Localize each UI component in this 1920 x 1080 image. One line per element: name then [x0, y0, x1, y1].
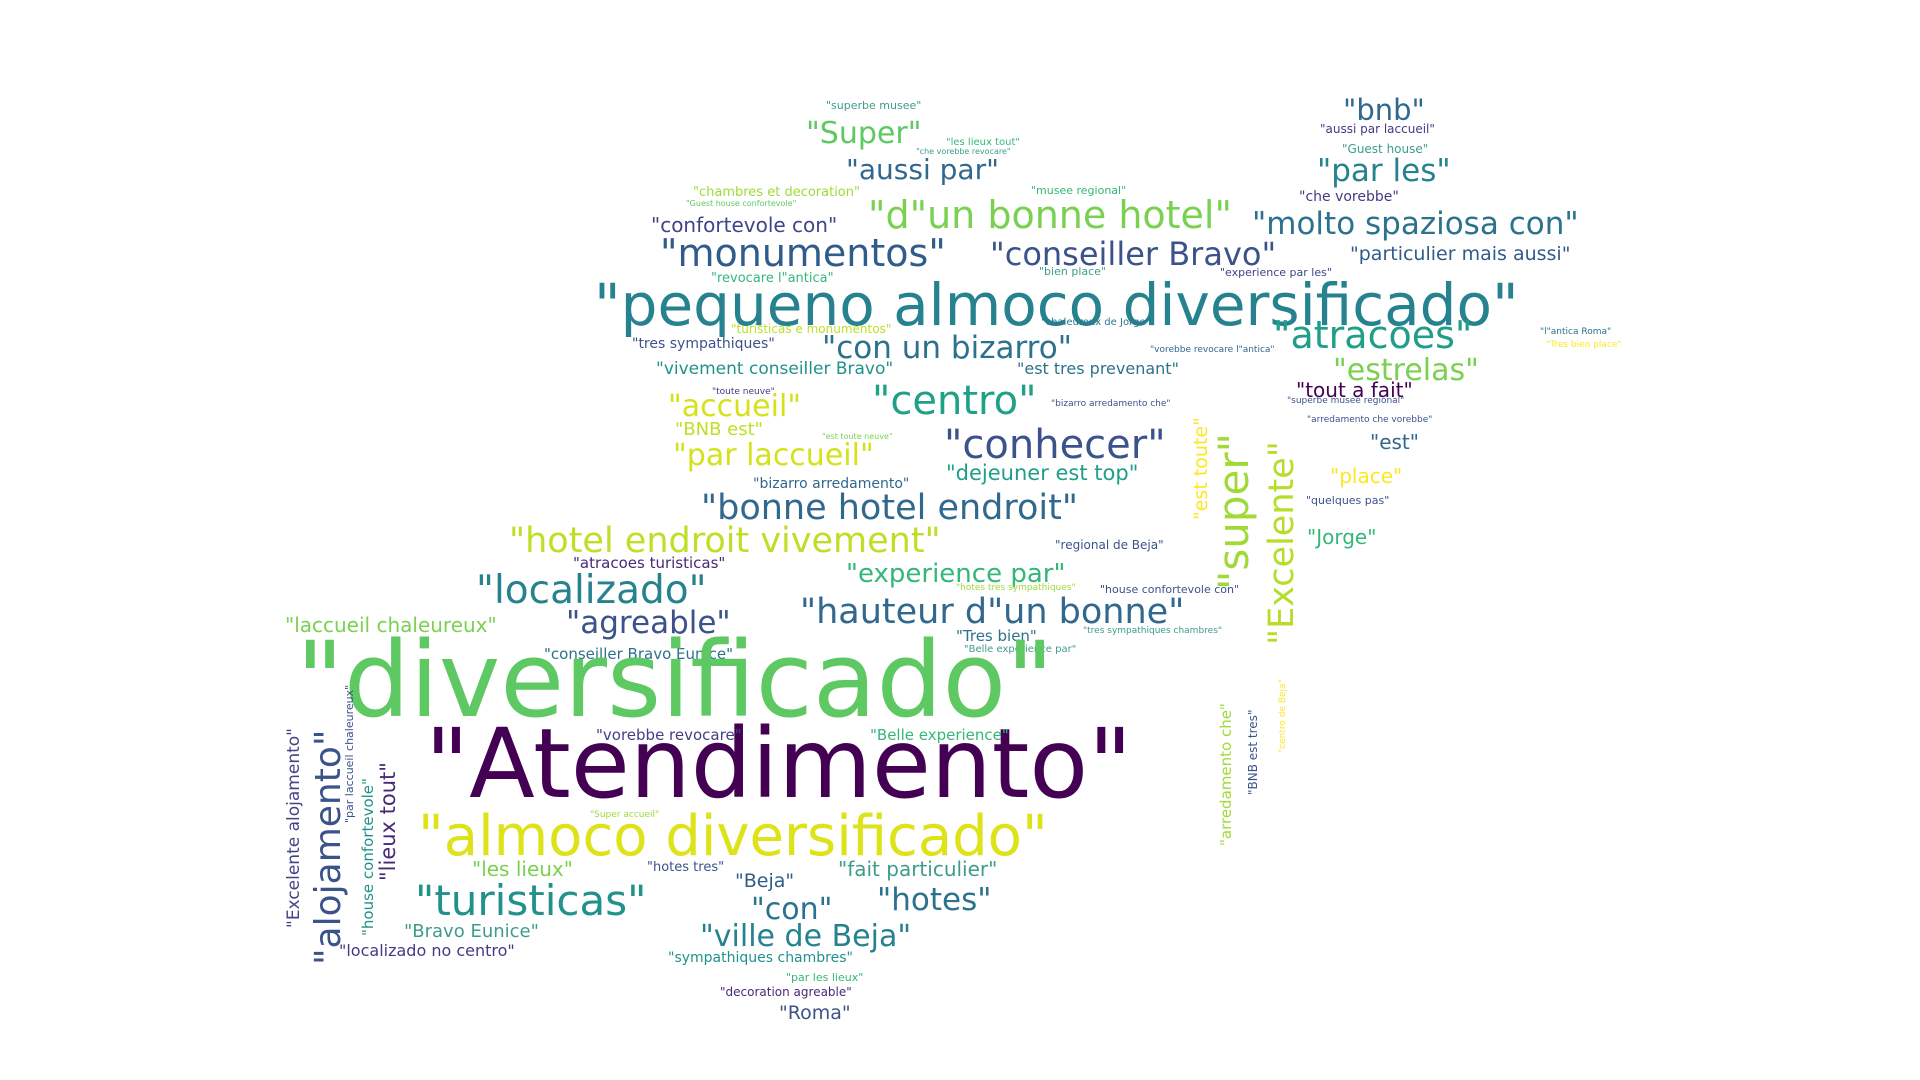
- word: "agreable": [566, 605, 731, 641]
- word: "sympathiques chambres": [668, 950, 853, 966]
- word: "tres sympathiques": [632, 336, 775, 352]
- word: "les lieux tout": [946, 137, 1020, 148]
- word: "atracoes turisticas": [573, 554, 726, 572]
- word: "Guest house": [1342, 142, 1429, 156]
- word: "Belle experience par": [964, 644, 1077, 655]
- word: "con": [751, 892, 833, 927]
- word: "est toute neuve": [822, 432, 893, 441]
- word: "Bravo Eunice": [404, 921, 539, 942]
- word: "conhecer": [944, 422, 1166, 468]
- word: "experience par": [846, 559, 1066, 589]
- word: "Tres bien place": [1546, 340, 1622, 350]
- word: "Excelente": [1262, 441, 1302, 645]
- word: "vorebbe revocare": [596, 726, 742, 744]
- word: "con un bizarro": [822, 330, 1072, 366]
- word: "turisticas e monumentos": [731, 322, 892, 336]
- word: "tout a fait": [1296, 378, 1413, 402]
- word: "chaleureux de Jorge": [1041, 317, 1151, 328]
- word: "diversificado": [296, 619, 1055, 741]
- word: "BNB est": [675, 419, 763, 440]
- word: "chambres et decoration": [693, 185, 860, 200]
- word: "quelques pas": [1306, 494, 1390, 507]
- word: "par les lieux": [786, 971, 864, 984]
- word: "d"un bonne hotel": [868, 193, 1232, 237]
- word: "alojamento": [308, 729, 349, 965]
- word: "bonne hotel endroit": [701, 488, 1078, 528]
- word: "revocare l"antica": [711, 271, 834, 286]
- word: "localizado no centro": [339, 941, 515, 960]
- word: "localizado": [476, 568, 707, 613]
- word: "conseiller Bravo": [990, 235, 1277, 273]
- word: "hotel endroit vivement": [509, 521, 941, 561]
- word: "bizarro arredamento": [753, 476, 910, 492]
- word: "house confortevole con": [1100, 583, 1240, 596]
- word: "hauteur d"un bonne": [800, 592, 1185, 632]
- word: "house confortevole": [359, 778, 377, 936]
- word: "estrelas": [1333, 353, 1479, 388]
- word: "Tres bien": [956, 627, 1037, 645]
- word: "conseiller Bravo Eunice": [544, 645, 734, 663]
- word: "place": [1330, 464, 1403, 488]
- word: "les lieux": [472, 857, 573, 881]
- word: "BNB est tres": [1246, 709, 1260, 795]
- word: "Guest house confortevole": [686, 199, 797, 208]
- word: "superbe musee regional": [1287, 396, 1405, 406]
- word: "arredamento che": [1217, 703, 1235, 846]
- word: "centro de Beja": [1278, 679, 1288, 753]
- word: "bien place": [1039, 265, 1106, 278]
- word: "Beja": [735, 870, 795, 892]
- word: "par laccueil chaleureux": [343, 684, 356, 823]
- word: "accueil": [668, 389, 802, 424]
- word: "est toute": [1190, 417, 1212, 520]
- word: "par laccueil": [673, 438, 874, 473]
- word: "monumentos": [660, 231, 946, 275]
- word: "vorebbe revocare l"antica": [1150, 345, 1275, 355]
- word: "hotes tres sympathiques": [956, 583, 1076, 593]
- word: "superbe musee": [826, 99, 922, 112]
- word: "Belle experience": [870, 726, 1009, 744]
- word: "turisticas": [415, 876, 647, 925]
- word: "aussi par laccueil": [1320, 122, 1435, 136]
- word: "musee regional": [1031, 184, 1127, 197]
- word: "Jorge": [1307, 525, 1377, 549]
- word: "par les": [1317, 153, 1451, 189]
- word: "tres sympathiques chambres": [1083, 626, 1223, 636]
- word: "toute neuve": [712, 387, 775, 397]
- word: "l"antica Roma": [1540, 327, 1612, 337]
- word: "che vorebbe": [1299, 189, 1399, 205]
- word: "particulier mais aussi": [1350, 243, 1571, 265]
- word: "decoration agreable": [720, 985, 852, 999]
- word: "aussi par": [846, 153, 999, 186]
- word: "bnb": [1343, 93, 1425, 127]
- word: "Super": [806, 116, 922, 151]
- word: "lieux tout": [376, 762, 400, 881]
- word: "est": [1370, 430, 1419, 454]
- word: "arredamento che vorebbe": [1307, 415, 1433, 425]
- word: "ville de Beja": [700, 919, 912, 954]
- word: "almoco diversificado": [418, 804, 1048, 869]
- word: "regional de Beja": [1055, 538, 1164, 552]
- word: "bizarro arredamento che": [1051, 399, 1171, 409]
- word: "che vorebbe revocare": [916, 147, 1011, 156]
- word: "Atendimento": [425, 708, 1133, 820]
- word: "Excelente alojamento": [284, 728, 304, 928]
- word: "fait particulier": [838, 857, 998, 881]
- word: "molto spaziosa con": [1252, 206, 1579, 242]
- word: "super": [1209, 433, 1258, 590]
- word: "atracoes": [1273, 313, 1473, 357]
- word: "Roma": [779, 1002, 851, 1024]
- word: "hotes": [877, 882, 992, 918]
- word: "dejeuner est top": [946, 461, 1139, 485]
- word: "Super accueil": [590, 810, 660, 820]
- word: "est tres prevenant": [1017, 359, 1179, 378]
- word: "pequeno almoco diversificado": [594, 271, 1519, 339]
- word: "laccueil chaleureux": [285, 613, 497, 637]
- word: "confortevole con": [651, 213, 838, 237]
- word: "experience par les": [1220, 266, 1332, 279]
- word: "hotes tres": [647, 860, 725, 875]
- word: "vivement conseiller Bravo": [656, 359, 894, 379]
- word: "centro": [872, 378, 1037, 424]
